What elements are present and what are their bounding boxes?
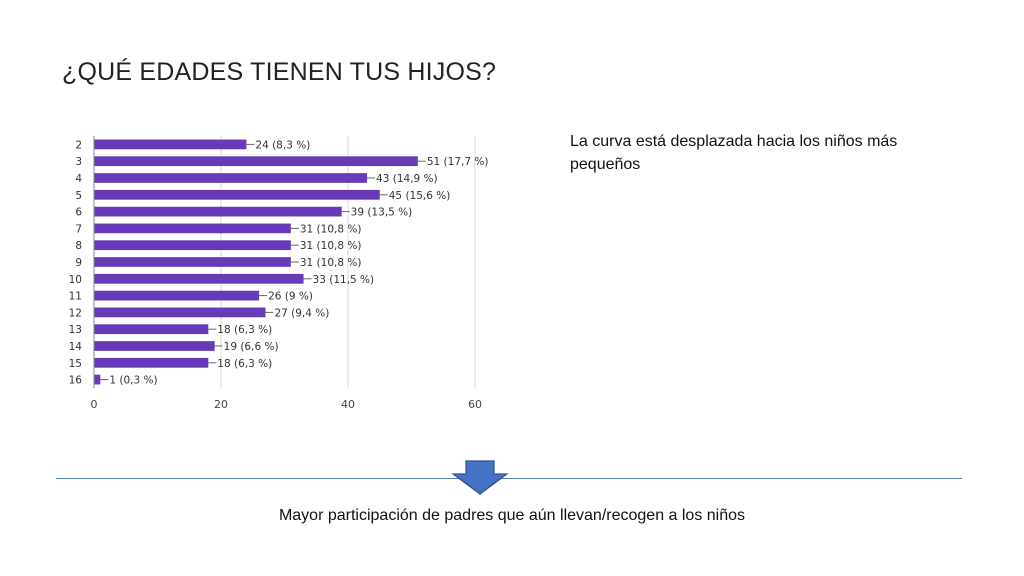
bar (94, 257, 291, 267)
chart-note: La curva está desplazada hacia los niños… (570, 133, 898, 173)
data-label: 43 (14,9 %) (376, 173, 438, 185)
labels-layer: 24 (8,3 %) 51 (17,7 %) 43 (14,9 %) 45 (15,6… (100, 139, 489, 387)
y-tick-label: 6 (75, 207, 82, 219)
slide-title: ¿QUÉ EDADES TIENEN TUS HIJOS? (62, 58, 497, 86)
bar (94, 223, 291, 234)
y-tick-label: 13 (69, 324, 82, 336)
y-tick-label: 7 (75, 223, 82, 235)
y-tick-label: 5 (75, 190, 82, 202)
bar (94, 206, 342, 217)
bar (94, 273, 304, 284)
arrow-shape (451, 460, 509, 495)
bar (94, 189, 380, 200)
data-label: 18 (6,3 %) (217, 324, 272, 336)
x-tick-label: 20 (214, 398, 228, 411)
data-label: 1 (0,3 %) (109, 375, 157, 387)
bar (94, 307, 266, 318)
y-tick-label: 10 (69, 274, 82, 286)
y-tick-label: 16 (69, 375, 83, 387)
y-tick-label: 3 (75, 156, 82, 168)
data-label: 19 (6,6 %) (224, 341, 279, 353)
bar-chart: 24 (8,3 %) 51 (17,7 %) 43 (14,9 %) 45 (15,6… (66, 130, 506, 415)
bar (94, 324, 209, 335)
axis-layer: 0 20 40 60 2 3 4 5 6 7 8 9 10 11 12 13 14 15 16 (69, 136, 482, 411)
bar (94, 156, 418, 167)
bar-chart-svg: 24 (8,3 %) 51 (17,7 %) 43 (14,9 %) 45 (15,6… (69, 136, 489, 411)
x-tick-label: 40 (341, 398, 355, 411)
bar (94, 173, 368, 183)
conclusion-text: Mayor participación de padres que aún ll… (278, 507, 746, 524)
data-label: 31 (10,8 %) (300, 257, 362, 269)
y-tick-label: 11 (69, 291, 82, 303)
bars-layer (94, 139, 418, 385)
data-label: 45 (15,6 %) (389, 190, 451, 202)
y-tick-label: 14 (69, 341, 83, 353)
x-tick-label: 60 (468, 398, 482, 411)
y-tick-label: 15 (69, 358, 82, 370)
data-label: 24 (8,3 %) (255, 139, 310, 151)
bar (94, 341, 215, 351)
data-label: 51 (17,7 %) (427, 156, 489, 168)
y-tick-label: 9 (75, 257, 82, 269)
bar (94, 240, 291, 251)
y-tick-label: 4 (75, 173, 82, 185)
y-tick-label: 2 (75, 139, 82, 151)
data-label: 26 (9 %) (268, 291, 313, 303)
divider-line (56, 478, 962, 479)
y-tick-label: 8 (75, 240, 82, 252)
data-label: 31 (10,8 %) (300, 223, 362, 235)
y-tick-label: 12 (69, 307, 82, 319)
down-arrow-icon (451, 460, 509, 495)
bar (94, 290, 260, 301)
bar (94, 374, 101, 385)
data-label: 33 (11,5 %) (313, 274, 375, 286)
bar (94, 139, 247, 150)
data-label: 27 (9,4 %) (274, 307, 329, 319)
bar (94, 357, 209, 368)
data-label: 18 (6,3 %) (217, 358, 272, 370)
data-label: 39 (13,5 %) (351, 207, 413, 219)
data-label: 31 (10,8 %) (300, 240, 362, 252)
x-tick-label: 0 (91, 398, 98, 411)
